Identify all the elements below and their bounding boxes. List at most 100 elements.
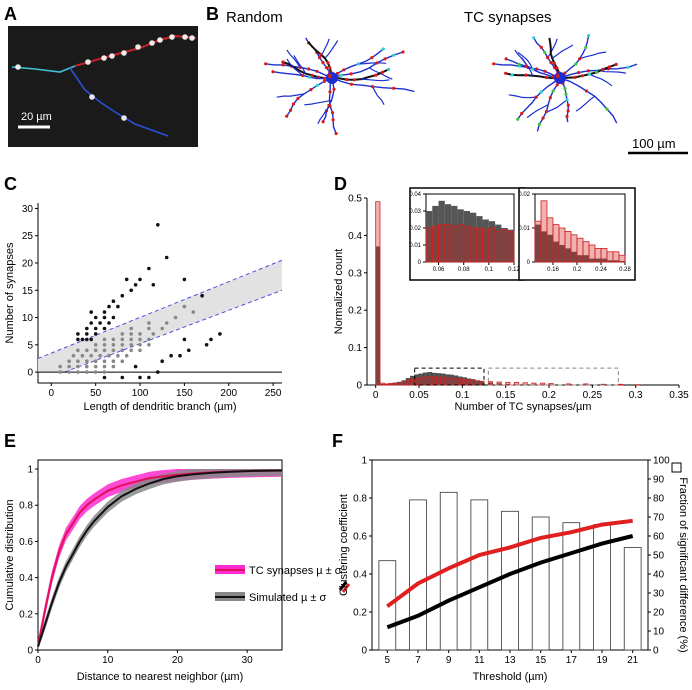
x-tick-label: 0.1 (485, 267, 494, 273)
scatter-point (129, 348, 133, 353)
dendrite-subbranch-6 (371, 86, 385, 105)
synapse-dot (328, 66, 332, 70)
synapse-punctum-8 (169, 34, 175, 40)
fraction-bar (562, 522, 581, 651)
y-tick-label: 0.04 (409, 192, 421, 198)
inset-bar-tc (534, 220, 542, 263)
scatter-point (156, 370, 160, 374)
synapse-dot (549, 61, 553, 65)
panel-a-synapse-puncta (15, 34, 195, 121)
inset-bar-random (541, 231, 547, 262)
inset-bar-random (535, 224, 541, 262)
synapse-dot (322, 76, 327, 81)
legend-label-0: TC synapses µ ± σ (249, 565, 342, 577)
x-tick-label: 0.2 (542, 390, 556, 401)
panel-c-letter: C (4, 174, 17, 194)
y-axis-label: Normalized count (333, 249, 345, 335)
scatter-point (187, 348, 191, 353)
synapse-dot (328, 104, 332, 108)
scatter-point (138, 337, 142, 342)
y2-tick-label: 80 (653, 494, 665, 505)
histogram-bar-tc (448, 377, 455, 386)
x-tick-label: 200 (220, 388, 237, 399)
fraction-bar (531, 516, 550, 651)
x-tick-label: 10 (102, 655, 114, 666)
x-tick-label: 13 (504, 655, 516, 666)
inset-bar-random (619, 260, 625, 262)
scatter-point (178, 353, 182, 358)
x-tick-label: 17 (566, 655, 578, 666)
scatter-point (76, 332, 80, 336)
scatter-point (93, 332, 98, 336)
y-tick-label: 1 (27, 465, 33, 476)
inset-bar-tc (488, 227, 496, 263)
x-tick-label: 0 (373, 390, 379, 401)
scatter-point (102, 310, 107, 314)
y-tick-label: 0.3 (348, 268, 362, 279)
dendrite-subbranch-4 (598, 69, 626, 74)
inset-bar-random (495, 224, 502, 262)
synapse-dot (524, 64, 528, 68)
synapse-dot (565, 98, 569, 102)
inset-bar-tc (612, 251, 620, 263)
scatter-point (85, 370, 89, 374)
dendrite-subbranch-11 (286, 58, 303, 76)
x-tick-label: 0 (49, 388, 55, 399)
scatter-point (133, 364, 138, 369)
synapse-dot (285, 114, 289, 118)
scatter-point (102, 370, 107, 374)
inset-bar-random (488, 221, 496, 262)
inset-bar-tc (501, 229, 509, 263)
synapse-dot (315, 83, 320, 87)
inset-bar-random (547, 234, 553, 262)
dendrite-subbranch-11 (517, 52, 534, 70)
inset-bar-random (577, 255, 583, 262)
scatter-point (124, 353, 129, 358)
scatter-point (124, 277, 129, 282)
scatter-point (102, 364, 107, 369)
scatter-point (111, 315, 116, 320)
synapse-punctum-11 (89, 94, 95, 100)
synapse-dot (535, 67, 539, 71)
synapse-dot (322, 79, 327, 83)
dendrite-branch-4 (331, 51, 404, 79)
x-tick-label: 0.08 (458, 267, 470, 273)
histogram-bar-tc (453, 378, 459, 386)
histogram-bar-tc (431, 376, 437, 386)
scatter-point (67, 364, 71, 369)
synapse-dot (565, 114, 569, 119)
scatter-point (147, 337, 151, 342)
synapse-dot (370, 85, 375, 89)
scatter-point (111, 337, 116, 342)
scatter-point (58, 364, 62, 369)
synapse-dot (291, 102, 295, 106)
scatter-point (85, 326, 89, 331)
scatter-point (89, 321, 93, 325)
x-axis-label: Threshold (µm) (473, 671, 548, 683)
synapse-punctum-0 (15, 64, 21, 70)
scatter-point (133, 283, 138, 287)
x-axis-label: Distance to nearest neighbor (µm) (77, 671, 244, 683)
neuron-tc-synapses (492, 33, 638, 132)
synapse-dot (578, 57, 582, 61)
y-tick-label: 10 (22, 313, 34, 324)
scatter-point (120, 343, 125, 347)
y2-tick-label: 10 (653, 627, 665, 638)
y2-tick-label: 50 (653, 551, 665, 562)
scatter-point (129, 332, 133, 336)
dendrite-subbranch-5 (589, 73, 613, 87)
panel-f-clustering: 5 7 9 11 13 15 17 19 2100.20.40.60.8101020304050… (338, 456, 689, 684)
scatter-point (160, 326, 164, 331)
x-tick-label: 250 (265, 388, 282, 399)
scatter-point (107, 304, 111, 309)
dendrite-subbranch-6 (575, 95, 595, 112)
scatter-point (129, 337, 133, 342)
scatter-point (129, 326, 133, 331)
inset-bar-random (565, 248, 571, 262)
y-tick-label: 0.4 (19, 573, 33, 584)
scatter-point (204, 343, 209, 347)
y2-tick-label: 30 (653, 589, 665, 600)
scatter-point (76, 348, 80, 353)
panel-b-letter: B (206, 4, 219, 24)
